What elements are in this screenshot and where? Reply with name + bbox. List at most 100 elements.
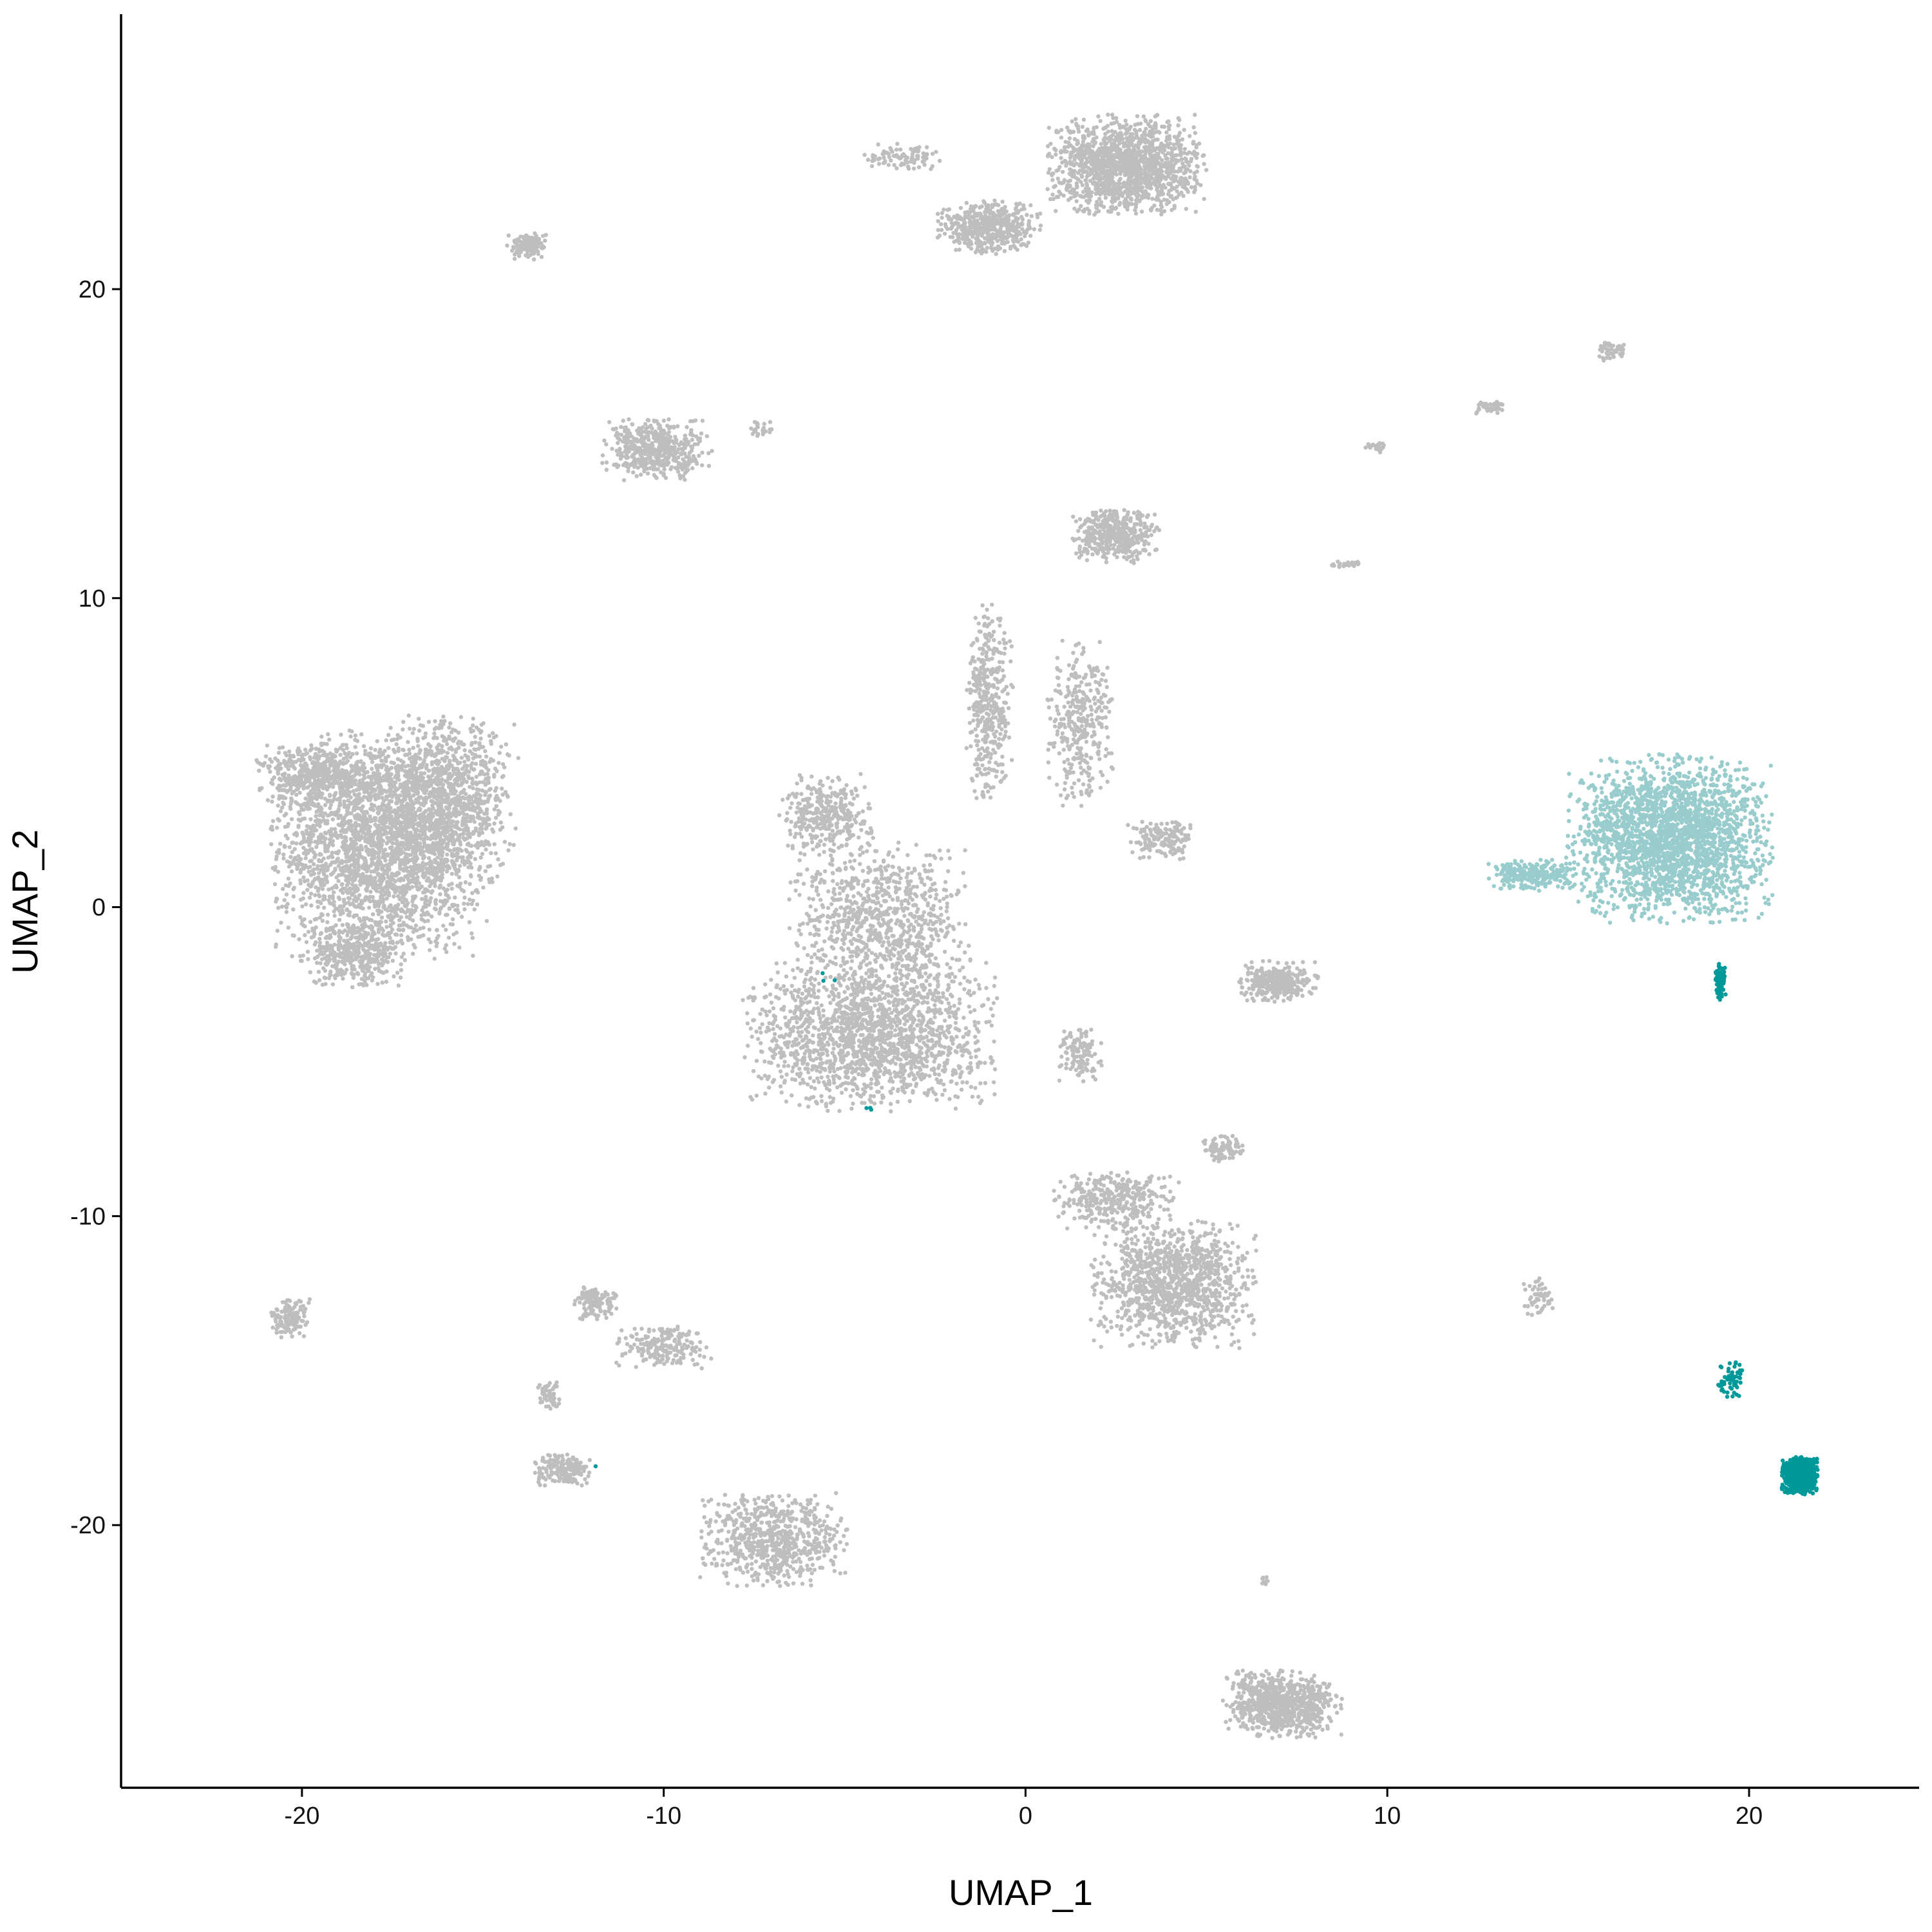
scatter-point (304, 902, 308, 907)
scatter-point (390, 833, 395, 838)
scatter-point (398, 821, 402, 826)
scatter-point (411, 951, 415, 956)
scatter-point (296, 824, 301, 828)
scatter-point (361, 830, 366, 835)
scatter-point (403, 782, 408, 788)
scatter-point (410, 768, 415, 773)
scatter-point (292, 856, 298, 860)
scatter-point (298, 749, 302, 754)
scatter-point (285, 836, 290, 841)
scatter-point (276, 750, 281, 755)
scatter-point (330, 850, 334, 855)
scatter-point (348, 837, 354, 842)
scatter-point (357, 905, 362, 909)
scatter-point (471, 831, 476, 836)
scatter-point (407, 780, 412, 784)
scatter-point (469, 874, 473, 879)
scatter-point (348, 890, 353, 895)
scatter-point (462, 759, 467, 764)
scatter-point (307, 836, 311, 840)
scatter-point (388, 951, 392, 956)
scatter-point (369, 802, 374, 807)
scatter-point (311, 934, 316, 939)
scatter-point (465, 836, 469, 841)
scatter-point (363, 752, 368, 757)
scatter-point (365, 962, 370, 967)
scatter-point (308, 970, 312, 974)
scatter-point (336, 762, 340, 767)
scatter-point (933, 1015, 937, 1019)
scatter-point (294, 800, 298, 804)
scatter-point (308, 920, 313, 924)
scatter-point (302, 773, 307, 778)
scatter-point (335, 810, 339, 814)
scatter-point (356, 853, 361, 857)
scatter-point (312, 776, 316, 781)
scatter-point (338, 867, 343, 871)
scatter-point (351, 946, 355, 951)
scatter-point (428, 884, 432, 889)
scatter-point (408, 795, 413, 800)
scatter-point (384, 738, 388, 743)
scatter-point (992, 983, 997, 989)
scatter-point (428, 859, 433, 864)
scatter-point (949, 1079, 953, 1084)
scatter-point (303, 796, 308, 801)
scatter-point (357, 893, 362, 898)
scatter-point (455, 857, 459, 862)
scatter-point (428, 825, 433, 829)
scatter-point (383, 907, 388, 911)
scatter-point (357, 772, 362, 777)
scatter-point (412, 896, 417, 900)
scatter-point (352, 865, 357, 870)
scatter-point (446, 935, 451, 940)
scatter-point (462, 820, 467, 825)
scatter-point (362, 866, 367, 871)
scatter-point (386, 893, 391, 897)
scatter-point (453, 867, 458, 872)
scatter-point (386, 733, 391, 737)
scatter-point (310, 828, 315, 833)
scatter-point (385, 947, 390, 952)
scatter-point (435, 735, 439, 741)
scatter-point (350, 841, 354, 846)
scatter-point (421, 890, 426, 895)
scatter-point (408, 916, 412, 921)
scatter-point (399, 923, 403, 928)
scatter-point (320, 918, 325, 923)
scatter-point (435, 745, 439, 750)
scatter-point (470, 850, 475, 855)
scatter-point (450, 871, 455, 876)
scatter-point (401, 790, 406, 795)
scatter-point (347, 873, 352, 878)
scatter-point (376, 826, 381, 830)
scatter-point (303, 777, 308, 782)
scatter-point (393, 788, 398, 793)
scatter-point (489, 741, 493, 746)
scatter-point (330, 817, 335, 822)
scatter-point (301, 846, 306, 850)
scatter-point (471, 716, 475, 721)
scatter-point (321, 856, 326, 861)
scatter-point (418, 723, 423, 728)
scatter-point (421, 856, 426, 860)
scatter-point (439, 764, 444, 770)
scatter-point (388, 726, 393, 730)
scatter-point (799, 1025, 803, 1029)
scatter-point (290, 954, 294, 959)
scatter-point (418, 775, 422, 779)
scatter-point (366, 931, 370, 936)
scatter-point (301, 923, 306, 928)
scatter-point (384, 886, 390, 891)
scatter-point (284, 892, 289, 897)
scatter-point (466, 865, 471, 869)
scatter-point (352, 773, 357, 779)
scatter-point (403, 753, 408, 757)
scatter-point (306, 929, 311, 934)
scatter-point (322, 975, 327, 980)
scatter-point (328, 806, 332, 810)
scatter-point (500, 862, 506, 866)
scatter-point (778, 1084, 783, 1089)
scatter-point (364, 784, 369, 788)
scatter-point (401, 878, 406, 882)
